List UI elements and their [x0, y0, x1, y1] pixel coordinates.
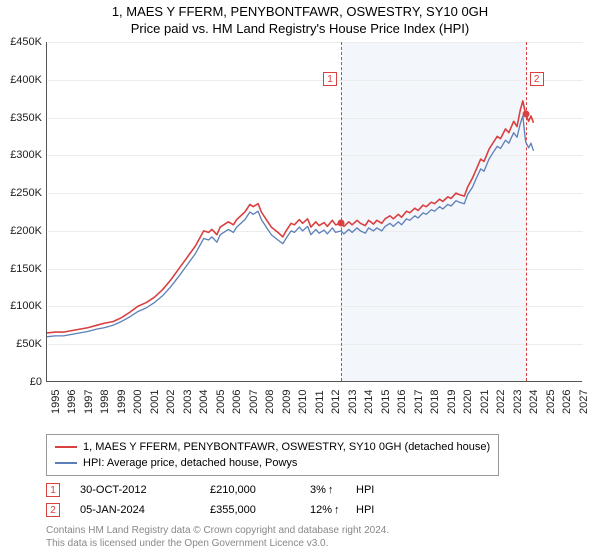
x-tick-label: 2005 — [215, 390, 227, 414]
x-tick-label: 2016 — [396, 390, 408, 414]
x-tick-label: 2012 — [330, 390, 342, 414]
x-tick-label: 1998 — [99, 390, 111, 414]
x-tick-label: 2006 — [231, 390, 243, 414]
y-tick-label: £400K — [0, 74, 42, 86]
x-tick-label: 2025 — [545, 390, 557, 414]
x-tick-label: 2018 — [429, 390, 441, 414]
plot-area: 12 — [46, 42, 582, 382]
x-tick-label: 2022 — [495, 390, 507, 414]
x-tick-label: 2004 — [198, 390, 210, 414]
x-tick-label: 2017 — [413, 390, 425, 414]
series-subject — [47, 101, 534, 333]
sale-marker-icon: 2 — [530, 72, 544, 86]
page-title-address: 1, MAES Y FFERM, PENYBONTFAWR, OSWESTRY,… — [0, 4, 600, 19]
footer-attribution: Contains HM Land Registry data © Crown c… — [46, 524, 389, 550]
x-tick-label: 1997 — [83, 390, 95, 414]
legend-item-hpi: HPI: Average price, detached house, Powy… — [55, 455, 490, 471]
chart-lines — [47, 42, 583, 382]
x-tick-label: 2024 — [528, 390, 540, 414]
sale-marker-icon: 2 — [46, 503, 60, 517]
x-tick-label: 2011 — [314, 390, 326, 414]
x-tick-label: 2009 — [281, 390, 293, 414]
sale-point-icon — [522, 110, 529, 117]
y-tick-label: £150K — [0, 263, 42, 275]
series-hpi — [47, 116, 534, 337]
table-row: 2 05-JAN-2024 £355,000 12% HPI — [46, 500, 374, 520]
x-tick-label: 2003 — [182, 390, 194, 414]
x-tick-label: 2013 — [347, 390, 359, 414]
sale-rel: HPI — [356, 484, 374, 496]
x-tick-label: 2023 — [512, 390, 524, 414]
legend-label-hpi: HPI: Average price, detached house, Powy… — [83, 455, 297, 471]
footer-line: This data is licensed under the Open Gov… — [46, 537, 389, 550]
legend-item-subject: 1, MAES Y FFERM, PENYBONTFAWR, OSWESTRY,… — [55, 439, 490, 455]
x-tick-label: 2026 — [561, 390, 573, 414]
legend-swatch-subject — [55, 446, 77, 448]
legend-swatch-hpi — [55, 462, 77, 464]
x-tick-label: 2007 — [248, 390, 260, 414]
table-row: 1 30-OCT-2012 £210,000 3% HPI — [46, 480, 374, 500]
sale-point-icon — [338, 220, 345, 227]
sale-price: £210,000 — [210, 484, 310, 496]
sale-marker-icon: 1 — [46, 483, 60, 497]
page-title-sub: Price paid vs. HM Land Registry's House … — [0, 21, 600, 36]
sale-marker-icon: 1 — [323, 72, 337, 86]
y-tick-label: £0 — [0, 376, 42, 388]
y-tick-label: £300K — [0, 149, 42, 161]
y-tick-label: £200K — [0, 225, 42, 237]
x-tick-label: 2019 — [446, 390, 458, 414]
sales-table: 1 30-OCT-2012 £210,000 3% HPI 2 05-JAN-2… — [46, 480, 374, 520]
x-tick-label: 2015 — [380, 390, 392, 414]
legend-label-subject: 1, MAES Y FFERM, PENYBONTFAWR, OSWESTRY,… — [83, 439, 490, 455]
sale-rel: HPI — [356, 504, 374, 516]
x-tick-label: 2021 — [479, 390, 491, 414]
x-tick-label: 1995 — [50, 390, 62, 414]
sale-pct: 3% — [310, 484, 356, 496]
x-tick-label: 2000 — [132, 390, 144, 414]
y-tick-label: £250K — [0, 187, 42, 199]
sale-date: 30-OCT-2012 — [80, 484, 210, 496]
x-tick-label: 2008 — [264, 390, 276, 414]
y-tick-label: £450K — [0, 36, 42, 48]
y-tick-label: £100K — [0, 300, 42, 312]
y-tick-label: £350K — [0, 112, 42, 124]
x-tick-label: 2027 — [578, 390, 590, 414]
x-tick-label: 1996 — [66, 390, 78, 414]
x-tick-label: 2010 — [297, 390, 309, 414]
chart-legend: 1, MAES Y FFERM, PENYBONTFAWR, OSWESTRY,… — [46, 434, 499, 476]
x-tick-label: 2020 — [462, 390, 474, 414]
sale-price: £355,000 — [210, 504, 310, 516]
price-chart: 12 £0£50K£100K£150K£200K£250K£300K£350K£… — [46, 42, 582, 402]
y-tick-label: £50K — [0, 338, 42, 350]
sale-pct: 12% — [310, 504, 356, 516]
x-tick-label: 2001 — [149, 390, 161, 414]
x-tick-label: 2002 — [165, 390, 177, 414]
x-tick-label: 1999 — [116, 390, 128, 414]
sale-date: 05-JAN-2024 — [80, 504, 210, 516]
footer-line: Contains HM Land Registry data © Crown c… — [46, 524, 389, 537]
x-tick-label: 2014 — [363, 390, 375, 414]
